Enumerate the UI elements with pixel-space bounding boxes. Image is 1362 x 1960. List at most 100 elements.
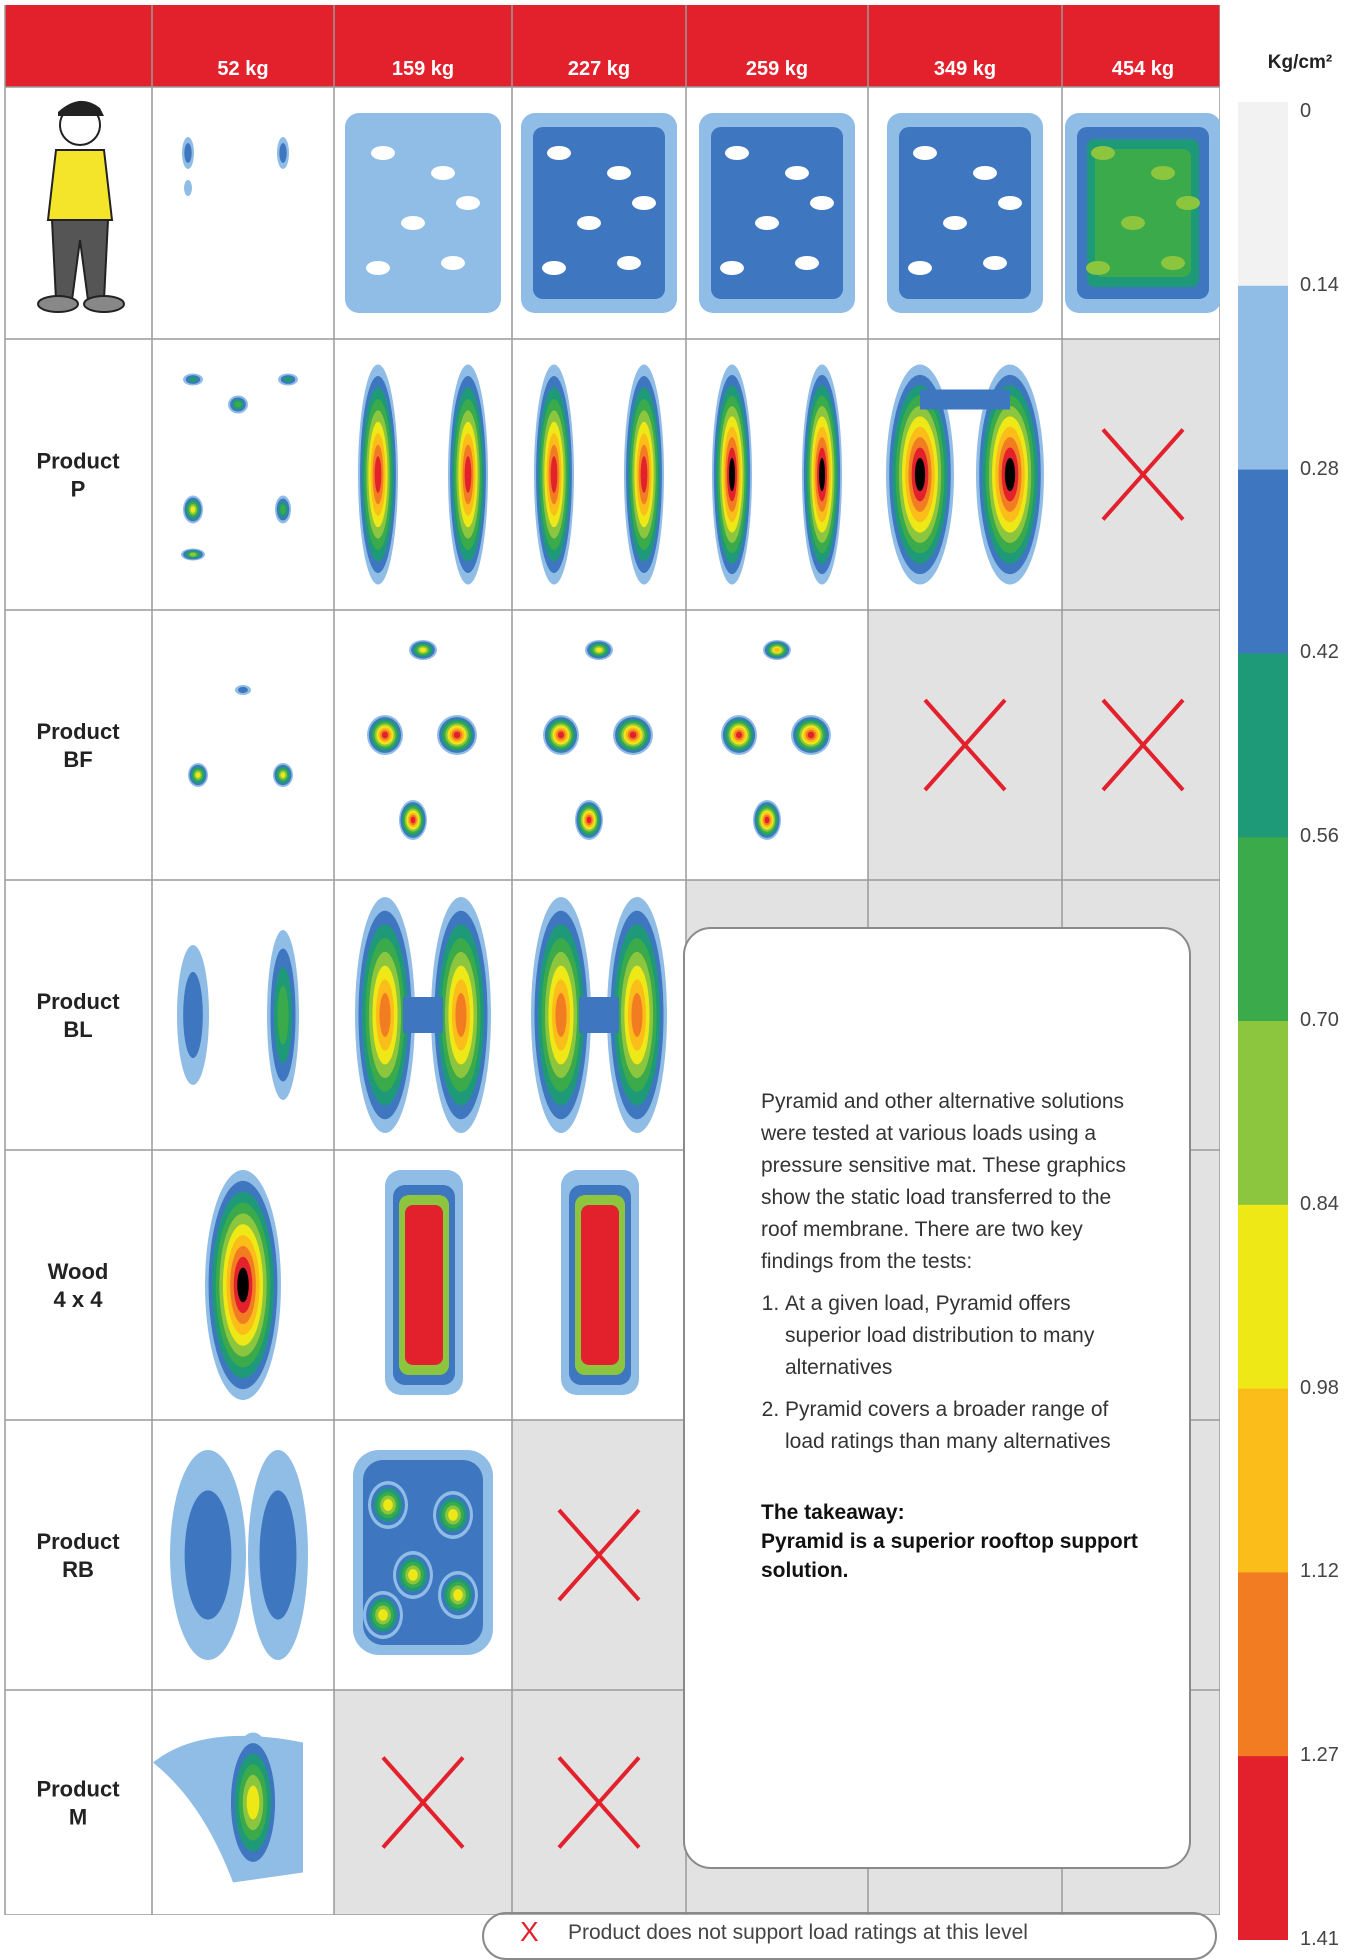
heat-level [374, 456, 382, 493]
not-supported-mark [557, 1756, 641, 1849]
heat-hole [632, 196, 656, 210]
scale-band [1238, 285, 1288, 471]
heat-level [379, 993, 391, 1037]
scale-tick-label: 0 [1300, 100, 1312, 122]
heat-level [189, 552, 197, 557]
heat-level [279, 143, 287, 163]
heat-level [405, 1205, 443, 1365]
heat-hole [1121, 216, 1145, 230]
scale-tick-label: 0.42 [1300, 641, 1339, 664]
scale-tick-label: 1.12 [1300, 1560, 1339, 1583]
scale-band [1238, 1388, 1288, 1574]
not-supported-mark [557, 1508, 641, 1602]
heatmap-cell [721, 640, 831, 840]
heatmap-cell [367, 640, 477, 840]
heat-level [736, 731, 742, 739]
heat-level [807, 731, 815, 739]
heatmap-cell [177, 930, 299, 1100]
heat-hole [1091, 146, 1115, 160]
heat-level [533, 127, 665, 299]
heat-hole [913, 146, 937, 160]
legend-text: Product does not support load ratings at… [568, 1921, 1028, 1944]
heat-level [283, 376, 293, 383]
heat-level [190, 506, 196, 513]
heat-hole [755, 216, 779, 230]
x-stroke [557, 1756, 641, 1849]
heat-level [464, 456, 472, 493]
header-band [5, 5, 1220, 87]
heat-hole [542, 261, 566, 275]
cell-bg [152, 339, 334, 610]
heat-level [899, 127, 1031, 299]
figure-pants [50, 219, 110, 301]
heat-hole [795, 256, 819, 270]
heat-hole [401, 216, 425, 230]
row-label: Wood [48, 1259, 109, 1284]
scale-tick-label: 0.14 [1300, 273, 1339, 296]
heat-level [914, 457, 926, 492]
scale-tick-label: 1.27 [1300, 1744, 1339, 1767]
scale-tick-label: 0.84 [1300, 1192, 1339, 1215]
scale-band [1238, 469, 1288, 655]
heat-level [378, 1609, 388, 1621]
heat-level [631, 993, 643, 1037]
findings-callout: Pyramid and other alternative solutions … [683, 927, 1191, 1869]
not-supported-mark [1101, 698, 1185, 792]
heatmap-cell [521, 113, 677, 313]
heat-level [280, 772, 286, 778]
heatmap-cell [181, 373, 298, 561]
heat-level [238, 686, 248, 694]
load-label: 454 kg [1112, 58, 1174, 80]
heat-level [277, 985, 289, 1045]
standing-man-figure [37, 100, 125, 313]
figure-shoe [83, 295, 125, 313]
heat-level [774, 647, 780, 653]
heat-hole [607, 166, 631, 180]
scale-tick-label: 0.70 [1300, 1009, 1339, 1031]
heat-level [640, 456, 648, 493]
x-stroke [381, 1756, 465, 1849]
heatmap-cell [345, 113, 501, 313]
heat-level [453, 731, 461, 739]
heatmap-cell [534, 364, 664, 585]
heatmap-cell [153, 1732, 303, 1883]
legend-box: X Product does not support load ratings … [482, 1912, 1217, 1960]
heat-level [455, 993, 467, 1037]
scale-band [1238, 653, 1288, 839]
heat-level [237, 1267, 249, 1303]
heat-level [184, 143, 192, 163]
heat-hole [908, 261, 932, 275]
takeaway-body: Pyramid is a superior rooftop support so… [761, 1530, 1138, 1582]
heatmap-cell [358, 364, 488, 585]
heat-hole [1161, 256, 1185, 270]
row-label: BL [63, 1017, 92, 1042]
scale-band [1238, 837, 1288, 1022]
heat-level [555, 993, 567, 1037]
not-supported-mark: X [520, 1916, 539, 1947]
load-label: 259 kg [746, 58, 808, 80]
row-label: Product [36, 1529, 120, 1554]
figure-shoe [37, 295, 79, 313]
heat-level [558, 731, 564, 739]
heatmap-cell [699, 113, 855, 313]
heatmap-cell [182, 137, 289, 196]
heat-hole [371, 146, 395, 160]
heatmap-cell [531, 897, 667, 1133]
heat-level [183, 971, 203, 1059]
heat-hole [547, 146, 571, 160]
scale-unit-label: Kg/cm² [1267, 52, 1333, 73]
heat-level [764, 816, 770, 824]
heat-level [408, 1569, 418, 1581]
row-label: Product [36, 1777, 120, 1802]
row-label: P [71, 477, 86, 502]
heat-level [280, 504, 286, 515]
heat-hole [617, 256, 641, 270]
scale-band [1238, 1204, 1288, 1390]
heatmap-cell [561, 1170, 639, 1395]
heatmap-cell [385, 1170, 463, 1395]
scale-tick-label: 1.41 [1300, 1928, 1339, 1950]
heat-level [259, 1490, 297, 1620]
heat-hole [1176, 196, 1200, 210]
heatmap-cell [355, 897, 491, 1133]
not-supported-mark [923, 698, 1007, 792]
